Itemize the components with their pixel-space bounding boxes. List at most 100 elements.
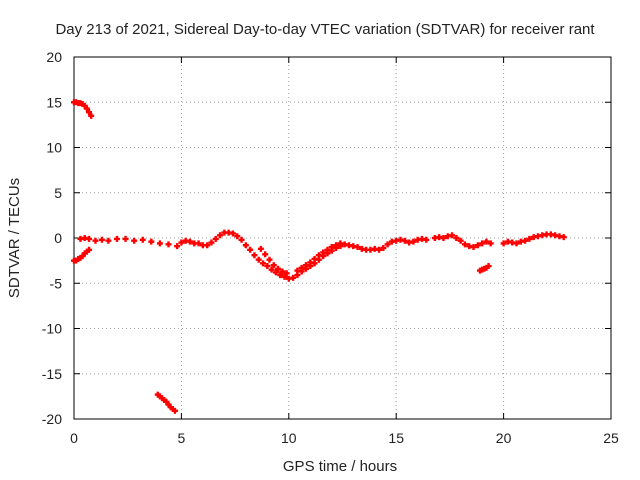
y-axis-label: SDTVAR / TECUs [6, 178, 23, 298]
data-point [264, 263, 271, 270]
data-point [113, 235, 120, 242]
y-tick-label: 20 [46, 49, 62, 65]
data-point [487, 240, 494, 247]
data-point [186, 238, 193, 245]
data-point [474, 242, 481, 249]
data-point [333, 242, 340, 249]
x-tick-label: 5 [178, 430, 186, 446]
data-point [440, 235, 447, 241]
series-early-high-arc [71, 99, 95, 119]
data-point [86, 246, 93, 253]
series-low-arc [154, 391, 178, 414]
y-tick-labels: 20 15 10 5 0 -5 -10 -15 -20 [42, 49, 62, 427]
data-point [311, 255, 318, 262]
data-point [281, 273, 288, 280]
data-point [131, 237, 138, 244]
data-point [98, 236, 105, 243]
data-point [423, 236, 430, 243]
series-main-b [178, 229, 292, 282]
data-point [165, 241, 172, 248]
y-tick-label: -20 [42, 411, 62, 427]
data-point [354, 244, 361, 251]
x-tick-label: 15 [388, 430, 404, 446]
data-point [208, 239, 215, 246]
series-main-b-alt [257, 245, 290, 277]
data-point [384, 241, 391, 248]
x-tick-label: 0 [70, 430, 78, 446]
data-point [122, 235, 129, 242]
data-point [479, 240, 486, 247]
data-point [526, 235, 533, 242]
data-point [255, 256, 262, 263]
data-point [178, 239, 185, 246]
series-early-low-arc [71, 246, 93, 264]
x-tick-label: 10 [281, 430, 297, 446]
series-main-a [77, 235, 181, 250]
y-tick-label: -10 [42, 321, 62, 337]
data-point [483, 238, 490, 245]
data-point [139, 236, 146, 243]
data-point [376, 246, 383, 253]
axis-ticks [73, 56, 612, 420]
data-point [92, 237, 99, 244]
data-point [204, 242, 211, 249]
data-points [71, 99, 567, 414]
data-point [86, 109, 93, 116]
data-point [307, 259, 314, 266]
data-point [337, 240, 344, 247]
data-point [328, 244, 335, 251]
data-point [195, 240, 202, 247]
data-point [449, 232, 456, 239]
data-point [461, 241, 468, 248]
data-point [522, 237, 529, 244]
data-point [410, 238, 417, 245]
y-tick-label: 0 [54, 230, 62, 246]
data-point [270, 262, 277, 269]
data-point [148, 238, 155, 245]
data-point [257, 245, 264, 252]
data-point [174, 243, 181, 250]
grid-lines [74, 57, 611, 419]
series-small-dip [476, 263, 492, 274]
data-point [290, 274, 297, 281]
x-axis-label: GPS time / hours [283, 458, 397, 475]
data-point [470, 244, 477, 251]
data-point [457, 237, 464, 244]
data-point [251, 252, 258, 259]
data-point [247, 246, 254, 253]
y-tick-label: 15 [46, 94, 62, 110]
data-point [500, 240, 507, 247]
data-point [560, 234, 567, 241]
data-point [234, 233, 241, 240]
data-point [242, 242, 249, 249]
y-tick-label: 10 [46, 140, 62, 156]
data-point [156, 240, 163, 247]
x-tick-label: 20 [496, 430, 512, 446]
data-point [320, 249, 327, 256]
series-main-c-alt [294, 240, 344, 274]
data-point [83, 105, 90, 112]
data-point [260, 260, 267, 267]
data-point [453, 235, 460, 241]
chart-title: Day 213 of 2021, Sidereal Day-to-day VTE… [55, 21, 595, 38]
data-point [485, 263, 492, 270]
data-point [302, 262, 309, 269]
data-point [171, 407, 178, 414]
data-point [298, 264, 305, 271]
y-tick-label: -5 [50, 275, 63, 291]
data-point [238, 236, 245, 243]
x-tick-labels: 0 5 10 15 20 25 [70, 430, 619, 446]
data-point [513, 240, 520, 247]
y-tick-label: 5 [54, 185, 62, 201]
data-point [315, 252, 322, 259]
data-point [275, 265, 282, 272]
data-point [229, 230, 236, 237]
series-main-e [500, 231, 567, 247]
data-point [401, 237, 408, 244]
data-point [268, 266, 275, 273]
data-point [324, 246, 331, 253]
data-point [294, 267, 301, 274]
data-point [283, 270, 290, 277]
series-main-d [431, 232, 494, 251]
data-point [212, 235, 219, 242]
